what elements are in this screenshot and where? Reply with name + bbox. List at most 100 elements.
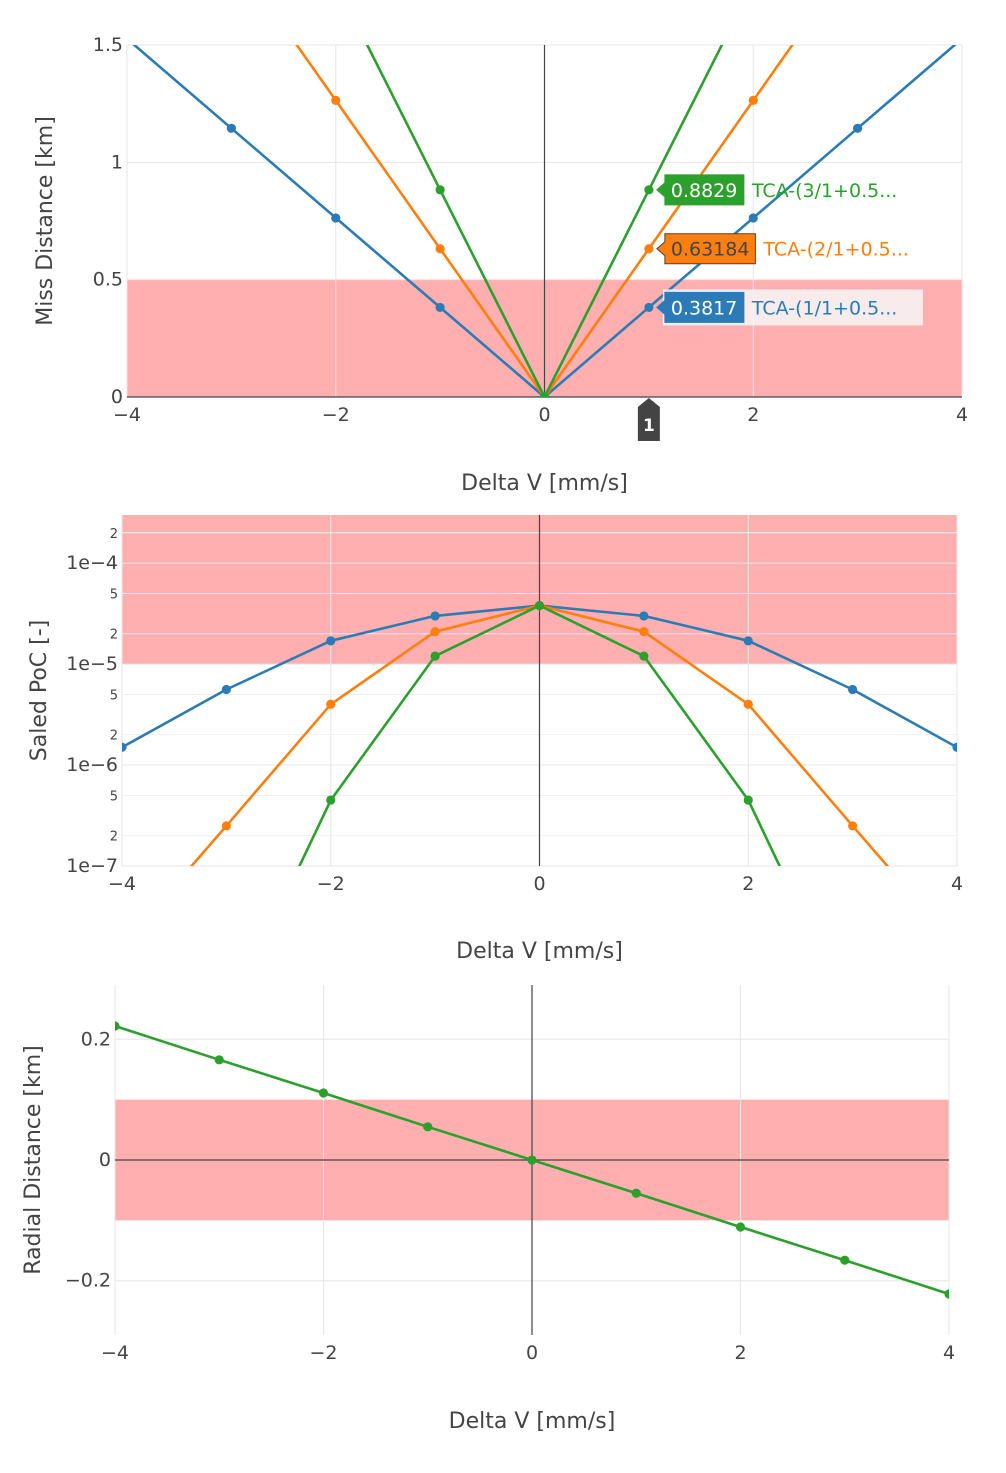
data-point-green xyxy=(639,651,649,661)
data-point-green xyxy=(944,1289,949,1299)
data-point-blue xyxy=(331,213,341,223)
data-point-blue xyxy=(122,742,127,752)
data-point-green xyxy=(735,1222,746,1232)
hover-value: 0.63184 xyxy=(671,239,750,261)
data-point-blue xyxy=(430,611,440,621)
y-axis-title: Miss Distance [km] xyxy=(33,116,58,326)
y-minor-tick-label: 5 xyxy=(110,789,118,804)
y-minor-tick-label: 5 xyxy=(110,588,118,603)
y-tick-label: 1e−5 xyxy=(66,653,118,675)
series-group xyxy=(122,600,961,1024)
data-point-blue xyxy=(853,123,863,133)
spike-flag xyxy=(637,398,660,441)
data-point-orange xyxy=(221,821,231,831)
data-point-blue xyxy=(748,213,758,223)
y-axis-title: Radial Distance [km] xyxy=(21,1045,46,1274)
data-point-green xyxy=(644,185,654,195)
x-tick-label: 2 xyxy=(742,873,754,895)
x-tick-label: 0 xyxy=(533,873,545,895)
y-tick-label: 1e−6 xyxy=(66,754,118,776)
x-tick-label: −4 xyxy=(108,873,136,895)
hover-value-box xyxy=(656,291,745,323)
data-point-orange xyxy=(743,699,753,709)
hover-value: 0.3817 xyxy=(671,297,737,319)
x-tick-label: 4 xyxy=(951,873,963,895)
y-tick-label: 0 xyxy=(111,386,123,408)
data-point-orange xyxy=(848,821,858,831)
data-point-green xyxy=(743,795,753,805)
hover-series-name: TCA-(2/1+0.5... xyxy=(762,239,908,261)
data-point-blue xyxy=(743,636,753,646)
y-minor-tick-label: 2 xyxy=(110,527,118,542)
y-tick-label: 1.5 xyxy=(93,34,123,56)
spike-flag-label: 1 xyxy=(643,416,655,436)
data-point-orange xyxy=(430,626,440,637)
hover-value-box xyxy=(656,174,745,206)
x-tick-label: −4 xyxy=(113,404,141,426)
data-point-blue xyxy=(644,302,654,313)
data-point-orange xyxy=(748,95,758,105)
data-point-green xyxy=(214,1055,224,1065)
x-tick-label: −2 xyxy=(309,1342,337,1364)
series-group xyxy=(122,34,966,397)
x-tick-label: 4 xyxy=(956,404,968,426)
data-point-blue xyxy=(122,34,131,43)
x-axis-title: Delta V [mm/s] xyxy=(461,471,628,496)
x-tick-label: −2 xyxy=(317,873,345,895)
y-tick-label: 0 xyxy=(99,1149,111,1171)
y-tick-label: 0.5 xyxy=(93,269,123,291)
series-group xyxy=(115,1021,949,1299)
data-point-orange xyxy=(639,626,649,637)
data-point-blue xyxy=(952,742,957,752)
x-tick-label: 0 xyxy=(526,1342,538,1364)
data-point-orange xyxy=(435,244,445,254)
x-tick-label: −4 xyxy=(101,1342,129,1364)
miss-distance-plot: −4 −2 0 2 4 0 0.5 1 1.5 Delta V [mm/s] Miss Distan… xyxy=(33,34,968,496)
y-tick-label: 1e−4 xyxy=(66,552,118,574)
y-tick-label: 1e−7 xyxy=(66,855,118,877)
x-axis-title: Delta V [mm/s] xyxy=(456,939,623,964)
hover-series-name: TCA-(1/1+0.5... xyxy=(751,297,897,319)
poc-plot: −4 −2 0 2 4 1e−7 1e−6 1e−5 1e−4 2 5 2 5 2 5 2 Delta V [m… xyxy=(27,515,963,1024)
data-point-green xyxy=(326,795,336,805)
x-tick-label: −2 xyxy=(322,404,350,426)
data-point-blue xyxy=(226,123,236,133)
y-minor-tick-label: 2 xyxy=(110,830,118,845)
data-point-green xyxy=(527,1155,537,1165)
data-point-green xyxy=(539,392,550,397)
data-point-orange xyxy=(326,699,336,709)
data-point-green xyxy=(423,1122,433,1132)
data-point-orange xyxy=(644,244,654,254)
data-point-green xyxy=(631,1188,641,1198)
x-tick-label: 2 xyxy=(734,1342,746,1364)
data-point-blue xyxy=(848,684,858,695)
x-axis-title: Delta V [mm/s] xyxy=(449,1409,616,1434)
data-point-green xyxy=(115,1021,120,1031)
y-minor-tick-label: 2 xyxy=(110,729,118,744)
hover-value: 0.8829 xyxy=(671,180,737,202)
data-point-blue xyxy=(221,684,231,695)
data-point-green xyxy=(840,1255,850,1265)
hover-series-name: TCA-(3/1+0.5... xyxy=(751,180,897,202)
series-line-green xyxy=(365,45,724,397)
x-tick-label: 2 xyxy=(747,404,759,426)
y-minor-tick-label: 5 xyxy=(110,688,118,703)
y-minor-tick-label: 2 xyxy=(110,628,118,643)
data-point-orange xyxy=(952,942,961,951)
hover-value-box xyxy=(656,233,756,265)
series-line-blue xyxy=(132,45,957,397)
y-tick-label: 1 xyxy=(111,151,123,173)
y-axis-title: Saled PoC [-] xyxy=(27,620,52,761)
data-point-green xyxy=(222,1015,231,1024)
data-point-blue xyxy=(957,34,966,43)
x-tick-label: 4 xyxy=(943,1342,955,1364)
data-point-green xyxy=(848,1015,857,1024)
data-point-green xyxy=(435,185,445,195)
x-tick-label: 0 xyxy=(538,404,550,426)
data-point-blue xyxy=(639,611,649,621)
data-point-blue xyxy=(326,636,336,646)
data-point-green xyxy=(534,600,545,611)
data-point-green xyxy=(430,651,440,661)
y-tick-label: −0.2 xyxy=(65,1270,111,1292)
